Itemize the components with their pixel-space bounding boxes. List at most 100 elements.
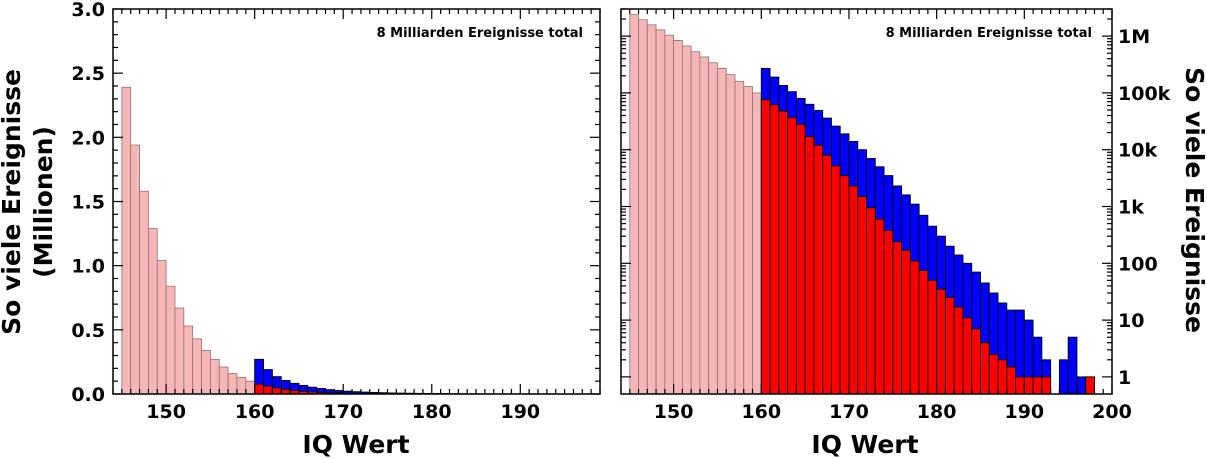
background-bar xyxy=(236,376,247,395)
background-bar xyxy=(201,349,211,395)
signal-bar xyxy=(1023,376,1034,395)
background-bar xyxy=(174,307,185,395)
signal-bar xyxy=(918,269,929,395)
x-tick-label: 160 xyxy=(741,401,781,423)
y-tick-label: 1.0 xyxy=(71,256,105,278)
signal-bar xyxy=(839,175,850,395)
background-bar xyxy=(708,62,718,395)
signal-bar xyxy=(848,185,859,395)
background-bar xyxy=(245,380,256,395)
background-bar xyxy=(673,40,683,395)
y-tick-label: 100k xyxy=(1118,83,1171,105)
signal-bar xyxy=(1006,366,1017,395)
background-bar xyxy=(130,144,140,395)
signal-bar xyxy=(962,317,973,395)
left-ticks-group: 150 160 170 180 190 0.0 0.5 1.0 1.5 2.0 2.5 3.0 xyxy=(71,0,601,423)
y-tick-label: 1.5 xyxy=(71,192,105,214)
left-x-axis-title: IQ Wert xyxy=(302,430,409,459)
x-tick-label: 150 xyxy=(654,401,694,423)
signal-bar xyxy=(830,165,841,395)
background-bar xyxy=(139,190,149,395)
y-tick-label: 2.5 xyxy=(71,63,105,85)
signal-bar xyxy=(1085,376,1095,395)
x-tick-label: 170 xyxy=(323,401,363,423)
background-bar xyxy=(638,19,648,395)
background-bar xyxy=(646,24,657,395)
signal-bar xyxy=(874,218,885,395)
signal-bar xyxy=(909,260,920,395)
background-bar xyxy=(218,366,229,395)
x-tick-label: 200 xyxy=(1092,401,1132,423)
y-tick-label: 10 xyxy=(1118,310,1144,332)
background-bar xyxy=(699,56,710,395)
signal-bar xyxy=(971,328,981,395)
right-y-axis-title: So viele Ereignisse xyxy=(1180,67,1207,333)
left-chart-panel: 150 160 170 180 190 0.0 0.5 1.0 1.5 2.0 2.5 3.0 8 M… xyxy=(0,0,601,459)
y-tick-label: 2.0 xyxy=(71,127,105,149)
signal-bar xyxy=(944,297,955,395)
signal-bar xyxy=(997,359,1008,395)
signal-bar xyxy=(988,353,999,395)
y-tick-label: 10k xyxy=(1118,140,1157,162)
background-bar xyxy=(156,260,167,395)
background-bar xyxy=(681,45,692,395)
signal-bar xyxy=(804,136,815,395)
total-bar xyxy=(1076,376,1087,395)
background-bar xyxy=(227,373,238,395)
background-bar xyxy=(192,338,202,395)
right-ticks-group: 150 160 170 180 190 200 1 10 100 1k 10k 100k 1M xyxy=(620,8,1171,423)
x-tick-label: 190 xyxy=(1004,401,1044,423)
background-bar xyxy=(734,80,745,395)
background-bar xyxy=(209,358,220,395)
y-tick-label: 0.5 xyxy=(71,320,105,342)
y-tick-label: 1 xyxy=(1118,367,1131,389)
signal-bar xyxy=(936,288,946,395)
background-bar xyxy=(655,29,666,395)
signal-bar xyxy=(1015,376,1025,395)
y-tick-label: 1M xyxy=(1118,26,1150,48)
background-bar xyxy=(183,325,194,395)
left-annotation: 8 Milliarden Ereignisse total xyxy=(377,26,583,41)
y-tick-label: 0.0 xyxy=(71,384,105,406)
background-bar xyxy=(664,34,675,395)
x-tick-label: 170 xyxy=(829,401,869,423)
background-bar xyxy=(717,67,727,395)
y-tick-label: 100 xyxy=(1118,253,1158,275)
signal-bar xyxy=(1041,376,1052,395)
background-bar xyxy=(121,86,132,395)
signal-bar xyxy=(822,154,832,395)
right-x-axis-title: IQ Wert xyxy=(811,430,918,459)
right-annotation: 8 Milliarden Ereignisse total xyxy=(886,26,1092,41)
background-bar xyxy=(629,14,639,395)
left-y-axis-title-line1: So viele Ereignisse xyxy=(0,69,26,335)
signal-bar xyxy=(980,342,990,395)
signal-bar xyxy=(760,99,771,395)
x-tick-label: 190 xyxy=(500,401,540,423)
left-y-axis-title-line2: (Millionen) xyxy=(29,126,58,278)
signal-bar xyxy=(813,144,824,395)
background-bar xyxy=(690,51,701,395)
x-tick-label: 150 xyxy=(146,401,186,423)
total-bar xyxy=(1058,359,1069,395)
y-tick-label: 1k xyxy=(1118,197,1144,219)
background-bar xyxy=(148,228,158,395)
signal-bar xyxy=(795,123,806,395)
signal-bar xyxy=(271,387,282,395)
signal-bar xyxy=(883,229,894,395)
signal-bar xyxy=(254,383,264,395)
y-tick-label: 3.0 xyxy=(71,0,105,21)
signal-bar xyxy=(857,196,867,395)
total-bar xyxy=(1067,336,1078,395)
x-tick-label: 180 xyxy=(412,401,452,423)
signal-bar xyxy=(263,385,273,395)
signal-bar xyxy=(927,279,938,395)
signal-bar xyxy=(866,207,876,395)
x-tick-label: 180 xyxy=(917,401,957,423)
signal-bar xyxy=(778,110,789,395)
signal-bar xyxy=(787,116,797,395)
background-bar xyxy=(725,74,736,395)
signal-bar xyxy=(892,241,903,395)
x-tick-label: 160 xyxy=(235,401,275,423)
right-chart-panel: 150 160 170 180 190 200 1 10 100 1k 10k 100k 1M 8 Mi… xyxy=(620,8,1207,459)
